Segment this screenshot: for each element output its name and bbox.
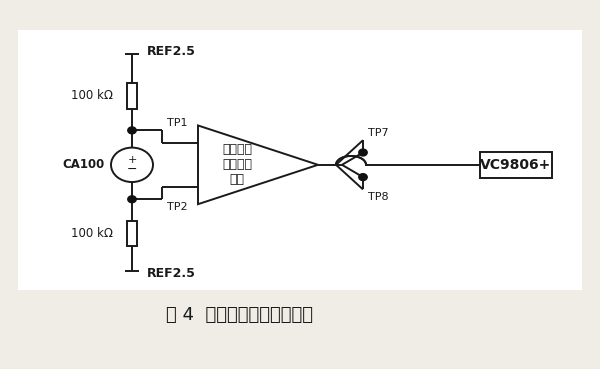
Polygon shape — [198, 125, 318, 204]
Circle shape — [359, 149, 367, 156]
Text: REF2.5: REF2.5 — [147, 266, 196, 280]
Bar — [18, 30, 582, 290]
Circle shape — [359, 174, 367, 180]
Text: +: + — [127, 155, 137, 165]
Text: VC9806+: VC9806+ — [481, 158, 551, 172]
Text: 100 kΩ: 100 kΩ — [71, 89, 113, 103]
Text: 100 kΩ: 100 kΩ — [71, 227, 113, 240]
Text: 图 4  直流信号放大测试框图: 图 4 直流信号放大测试框图 — [167, 306, 314, 324]
Text: TP1: TP1 — [167, 118, 187, 128]
Text: 直流通道
差分放大
电路: 直流通道 差分放大 电路 — [222, 143, 252, 186]
Circle shape — [111, 148, 153, 182]
Bar — [127, 83, 137, 109]
Text: REF2.5: REF2.5 — [147, 45, 196, 58]
Text: TP8: TP8 — [368, 192, 388, 202]
Text: TP7: TP7 — [368, 128, 388, 138]
Bar — [127, 221, 137, 246]
Text: −: − — [127, 163, 137, 176]
Bar — [480, 152, 552, 177]
Circle shape — [128, 196, 136, 203]
Text: CA100: CA100 — [63, 158, 105, 171]
Circle shape — [128, 127, 136, 134]
Text: TP2: TP2 — [167, 202, 187, 212]
